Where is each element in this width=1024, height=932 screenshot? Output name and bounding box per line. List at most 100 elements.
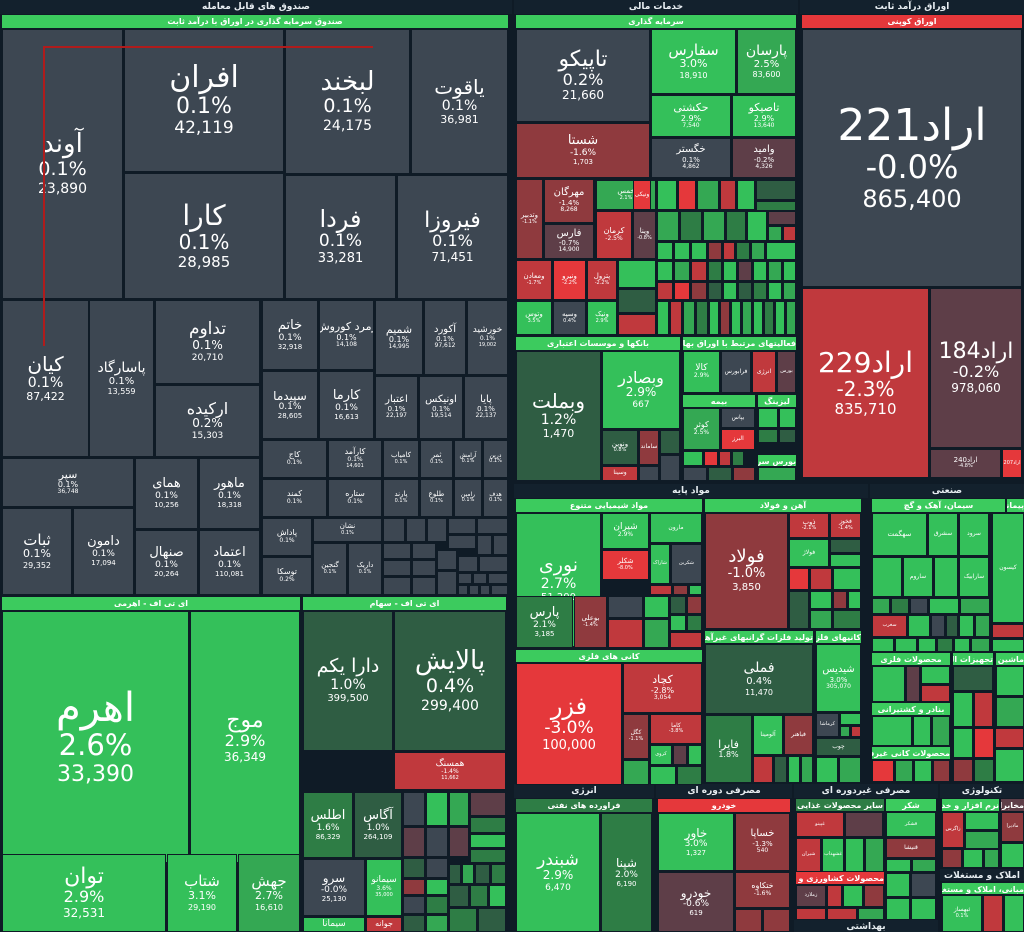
stock-tile[interactable]: فارس -0.7% 14,900 bbox=[544, 224, 594, 259]
stock-tile[interactable]: شکلر -8.0% bbox=[602, 550, 649, 580]
stock-tile-small[interactable] bbox=[995, 728, 1024, 748]
stock-tile-small[interactable] bbox=[810, 591, 832, 609]
sector-title[interactable]: صنعتی bbox=[870, 484, 1024, 498]
stock-tile[interactable]: سیمانا bbox=[303, 917, 365, 932]
stock-tile-small[interactable] bbox=[683, 451, 703, 466]
sector-title[interactable]: املاک و مستغلات bbox=[940, 869, 1024, 881]
stock-tile-small[interactable] bbox=[911, 898, 936, 920]
stock-tile[interactable]: غپینو bbox=[796, 812, 844, 837]
stock-tile-small[interactable] bbox=[708, 282, 722, 300]
industry-group-header[interactable]: خودرو bbox=[658, 799, 790, 812]
industry-group-header[interactable]: پیمانکاری bbox=[1007, 499, 1024, 512]
stock-tile-small[interactable] bbox=[670, 596, 686, 614]
industry-group-header[interactable]: تولید فلزات گرانبهای غیرآهن bbox=[705, 631, 813, 643]
stock-tile[interactable]: مادیرا bbox=[1001, 812, 1024, 842]
stock-tile-small[interactable] bbox=[670, 632, 702, 648]
stock-tile[interactable]: پاداش 0.1% bbox=[262, 518, 312, 556]
stock-tile-small[interactable] bbox=[910, 598, 928, 614]
stock-tile-small[interactable] bbox=[644, 619, 669, 648]
stock-tile-small[interactable] bbox=[657, 180, 677, 210]
stock-tile[interactable]: خاتم 0.1% 32,918 bbox=[262, 300, 318, 370]
stock-tile-small[interactable] bbox=[788, 756, 800, 783]
stock-tile-small[interactable] bbox=[953, 728, 973, 758]
stock-tile[interactable]: موج 2.9% 36,349 bbox=[190, 611, 300, 863]
stock-tile-small[interactable] bbox=[650, 585, 672, 595]
stock-tile[interactable]: دامون 0.1% 17,094 bbox=[73, 508, 134, 595]
stock-tile[interactable]: خودرو -0.6% 619 bbox=[658, 872, 734, 932]
stock-tile-small[interactable] bbox=[840, 713, 861, 725]
stock-tile-small[interactable] bbox=[383, 543, 411, 559]
stock-tile[interactable]: سیمانو 3.6% 35,000 bbox=[366, 859, 402, 916]
stock-tile-small[interactable] bbox=[963, 849, 983, 868]
stock-tile[interactable]: رامین 0.1% bbox=[454, 479, 482, 517]
stock-tile-small[interactable] bbox=[639, 466, 659, 481]
stock-tile-small[interactable] bbox=[960, 598, 990, 614]
stock-tile-small[interactable] bbox=[974, 728, 994, 758]
stock-tile-small[interactable] bbox=[833, 610, 861, 629]
stock-tile-small[interactable] bbox=[864, 885, 884, 907]
stock-tile-small[interactable] bbox=[751, 242, 765, 260]
stock-tile-small[interactable] bbox=[406, 518, 426, 542]
stock-tile-small[interactable] bbox=[426, 896, 448, 914]
stock-tile[interactable]: نشان 0.1% bbox=[313, 518, 382, 542]
stock-tile[interactable]: ومعادن -1.7% bbox=[516, 260, 552, 300]
stock-tile-small[interactable] bbox=[974, 692, 993, 727]
stock-tile[interactable]: کوثر 2.5% bbox=[683, 408, 720, 450]
stock-tile[interactable]: آوند 0.1% 23,890 bbox=[2, 29, 123, 299]
stock-tile-small[interactable] bbox=[726, 211, 746, 241]
stock-tile[interactable]: فباهنر bbox=[784, 715, 813, 755]
stock-tile-small[interactable] bbox=[756, 201, 796, 211]
stock-tile[interactable]: غشهداب bbox=[822, 838, 844, 872]
stock-tile[interactable]: ذوب -2.1% bbox=[789, 513, 829, 538]
industry-group-header[interactable]: کانی های فلزی bbox=[516, 650, 702, 662]
stock-tile[interactable]: کروی bbox=[650, 745, 672, 765]
stock-tile[interactable]: لبخند 0.1% 24,175 bbox=[285, 29, 410, 174]
stock-tile[interactable]: جوانه bbox=[366, 917, 402, 932]
stock-tile-small[interactable] bbox=[709, 301, 719, 335]
stock-tile-small[interactable] bbox=[768, 226, 782, 241]
stock-tile-small[interactable] bbox=[403, 858, 425, 878]
stock-tile[interactable]: وسپه 0.4% bbox=[553, 301, 586, 335]
stock-tile[interactable]: جهش 2.7% 16,610 bbox=[238, 854, 300, 932]
stock-tile[interactable]: پارس 2.1% 3,185 bbox=[516, 596, 573, 648]
industry-group-header[interactable]: محصولات کشاورزی و دامپروری bbox=[796, 872, 884, 884]
stock-tile-small[interactable] bbox=[816, 757, 838, 783]
stock-tile[interactable]: قشکر bbox=[886, 812, 936, 837]
stock-tile-small[interactable] bbox=[747, 211, 767, 241]
stock-tile-small[interactable] bbox=[608, 596, 643, 618]
stock-tile-small[interactable] bbox=[768, 261, 782, 281]
stock-tile-small[interactable] bbox=[448, 535, 476, 549]
stock-tile-small[interactable] bbox=[691, 261, 707, 281]
stock-tile[interactable]: طلوع 0.1% bbox=[420, 479, 453, 517]
stock-tile-small[interactable] bbox=[674, 282, 690, 300]
stock-tile-small[interactable] bbox=[480, 585, 490, 595]
stock-tile[interactable]: حکشتی 2.9% 7,540 bbox=[651, 95, 731, 137]
stock-tile[interactable]: فرابورس bbox=[721, 351, 751, 393]
stock-tile-small[interactable] bbox=[921, 685, 950, 702]
stock-tile[interactable]: ارکیده 0.2% 15,303 bbox=[155, 385, 260, 457]
stock-tile[interactable]: شتاب 3.1% 29,190 bbox=[167, 854, 237, 932]
stock-tile-small[interactable] bbox=[426, 827, 448, 857]
industry-group-header[interactable]: ای تی اف - سهام bbox=[303, 597, 506, 610]
stock-tile[interactable]: کیسون bbox=[992, 513, 1024, 623]
stock-tile-small[interactable] bbox=[974, 759, 994, 782]
stock-tile-small[interactable] bbox=[789, 568, 809, 590]
stock-tile-small[interactable] bbox=[426, 792, 448, 826]
stock-tile-small[interactable] bbox=[488, 573, 508, 584]
stock-tile-small[interactable] bbox=[491, 864, 506, 884]
stock-tile-small[interactable] bbox=[833, 568, 861, 590]
stock-tile-small[interactable] bbox=[470, 792, 506, 816]
stock-tile[interactable]: همای 0.1% 10,256 bbox=[135, 458, 198, 529]
stock-tile-small[interactable] bbox=[830, 539, 861, 553]
stock-tile[interactable]: ختکاوه -1.6% bbox=[735, 872, 790, 908]
stock-tile[interactable]: سهگمت bbox=[872, 513, 927, 556]
stock-tile[interactable]: هدف 0.1% bbox=[483, 479, 508, 517]
stock-tile-small[interactable] bbox=[891, 598, 909, 614]
stock-tile-small[interactable] bbox=[872, 638, 894, 652]
industry-group-header[interactable]: محصولات فلزی bbox=[872, 653, 950, 665]
stock-tile-small[interactable] bbox=[827, 908, 857, 920]
sector-title[interactable]: بهداشتی bbox=[794, 920, 938, 932]
industry-group-header[interactable]: صندوق سرمایه گذاری در اوراق با درآمد ثاب… bbox=[2, 15, 508, 28]
industry-group-header[interactable]: ای تی اف - اهرمی bbox=[2, 597, 300, 610]
stock-tile-small[interactable] bbox=[774, 756, 787, 783]
